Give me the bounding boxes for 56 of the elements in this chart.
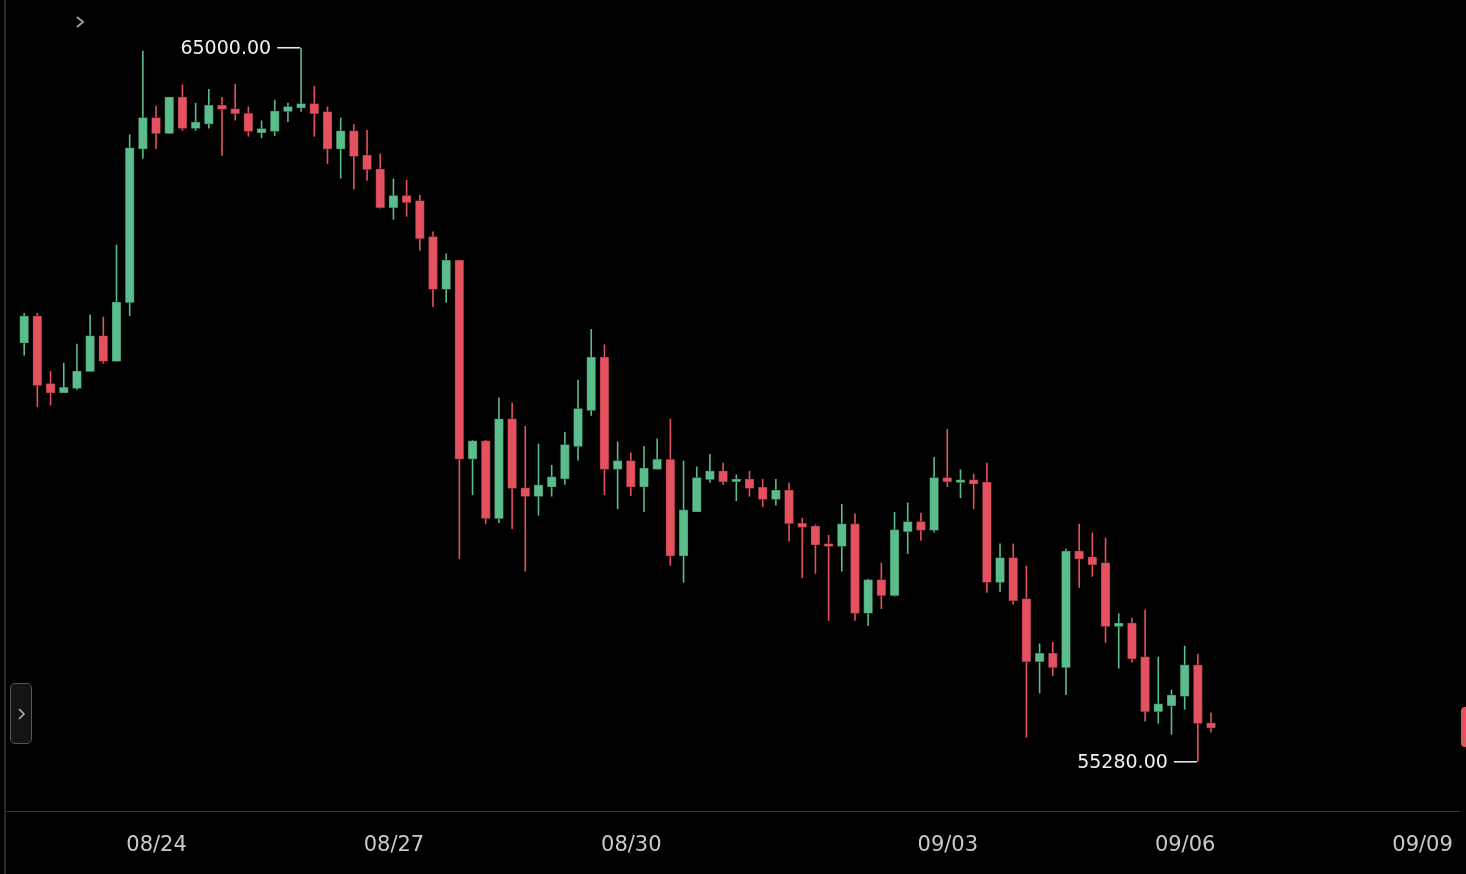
candlestick xyxy=(876,561,887,610)
x-tick-label: 09/03 xyxy=(917,831,979,856)
candlestick xyxy=(836,503,847,573)
candlestick xyxy=(652,437,662,471)
candlestick xyxy=(810,523,821,575)
candlestick xyxy=(283,102,293,123)
candlestick xyxy=(1034,642,1045,695)
candlestick xyxy=(757,478,768,508)
candlestick xyxy=(388,177,399,221)
candlestick xyxy=(1074,522,1084,589)
candlestick xyxy=(718,462,728,486)
candlestick xyxy=(705,453,715,484)
candlestick xyxy=(612,440,623,510)
candlestick xyxy=(942,428,953,488)
x-tick-label: 08/30 xyxy=(601,831,662,856)
candlestick xyxy=(731,473,742,502)
candlestick xyxy=(58,362,69,394)
candlestick xyxy=(546,464,557,498)
candlestick xyxy=(309,85,320,138)
candlestick xyxy=(401,179,412,218)
x-tick-label: 08/27 xyxy=(363,831,425,856)
candlestick xyxy=(1153,655,1164,725)
candlestick xyxy=(902,501,913,555)
candlestick xyxy=(1047,641,1058,677)
candlestick xyxy=(771,478,781,507)
candlestick xyxy=(45,370,56,407)
x-tick-label: 08/24 xyxy=(126,831,187,856)
candlestick xyxy=(968,473,979,510)
candlestick xyxy=(151,104,161,150)
candlestick xyxy=(533,442,544,517)
candlestick xyxy=(1206,711,1216,734)
candlestick xyxy=(916,511,926,542)
candlestick xyxy=(1087,531,1098,578)
candlestick xyxy=(823,533,834,622)
annotation: 55280.00 xyxy=(1077,749,1168,772)
candlestick xyxy=(335,116,346,180)
candlestick xyxy=(204,88,214,130)
candlestick xyxy=(467,439,478,496)
candlestick xyxy=(362,129,372,182)
candlestick xyxy=(797,517,808,579)
x-tick-label: 09/09 xyxy=(1392,831,1453,856)
candlestick xyxy=(955,468,966,499)
candlestick xyxy=(296,46,306,113)
candlestick xyxy=(269,99,280,137)
candlestick xyxy=(744,470,755,498)
candlestick xyxy=(243,105,254,138)
candlestick xyxy=(520,425,531,573)
candlestick xyxy=(217,96,227,157)
candlestick xyxy=(1166,688,1177,736)
candlestick xyxy=(1113,612,1124,670)
candlestick xyxy=(230,82,240,122)
annotation: 65000.00 xyxy=(180,35,272,58)
candlestick xyxy=(72,342,82,391)
x-tick-label: 09/06 xyxy=(1154,831,1216,856)
candlestick xyxy=(190,102,201,132)
candlestick xyxy=(639,445,649,513)
